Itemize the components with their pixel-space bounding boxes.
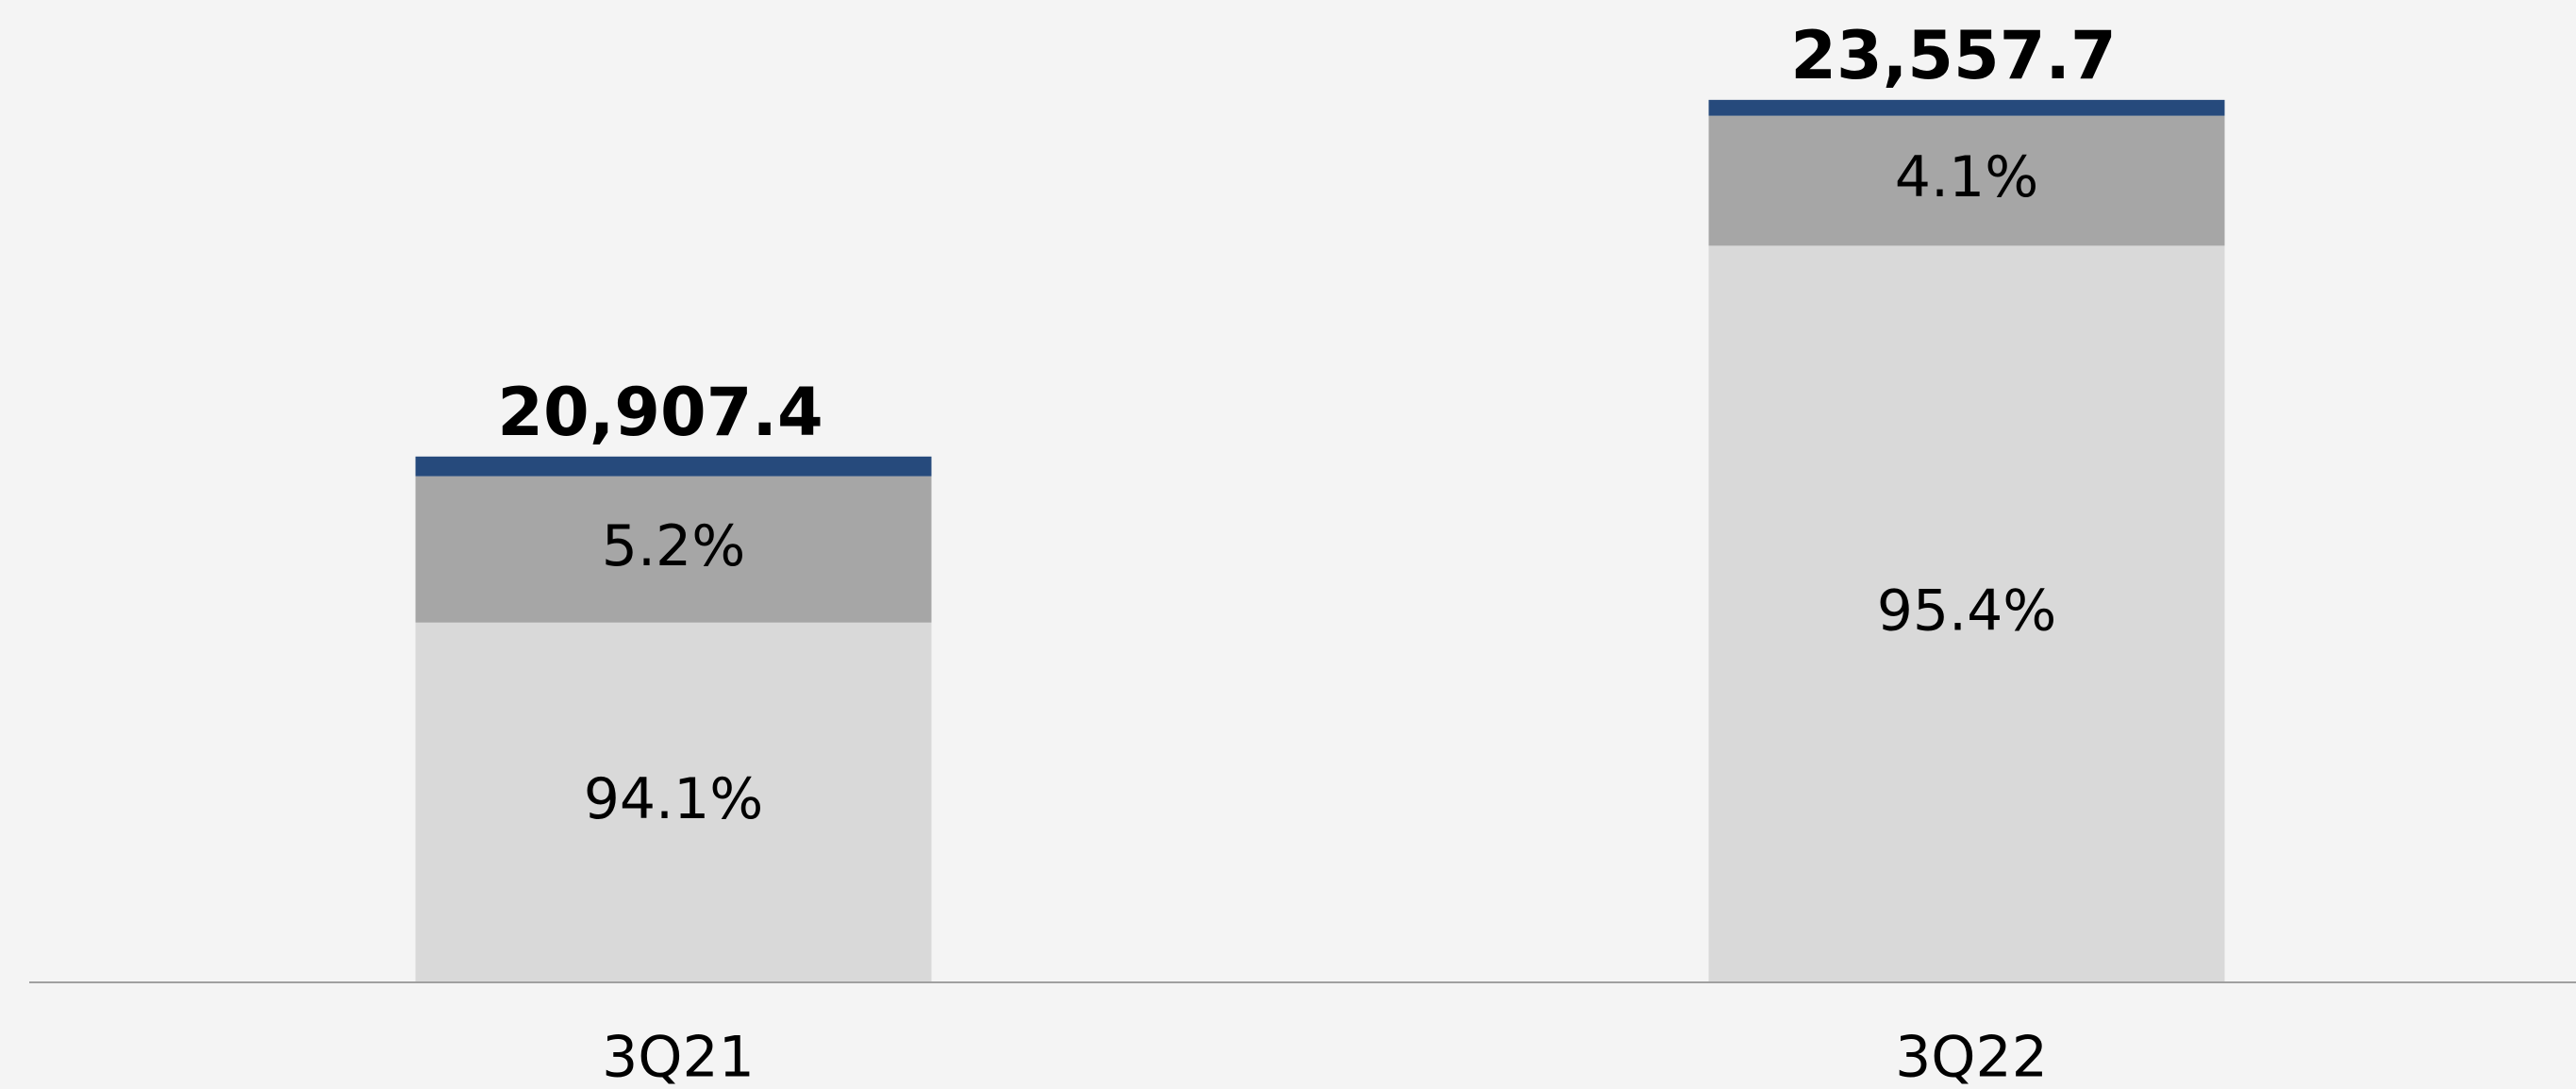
bar-segment — [415, 622, 932, 982]
x-tick-label: 3Q21 — [602, 1025, 755, 1089]
segment-label: 94.1% — [584, 766, 764, 832]
bar-segment — [1708, 245, 2225, 982]
x-tick-label: 3Q22 — [1895, 1025, 2048, 1089]
segment-label: 5.2% — [602, 513, 745, 579]
total-label: 23,557.7 — [1790, 17, 2116, 94]
bar-segment — [415, 476, 932, 623]
segment-label: 95.4% — [1877, 578, 2057, 644]
bar-segment — [1708, 99, 2225, 116]
total-label: 20,907.4 — [497, 374, 823, 451]
bar-segment — [415, 456, 932, 477]
segment-label: 4.1% — [1895, 144, 2038, 210]
bar-segment — [1708, 115, 2225, 246]
